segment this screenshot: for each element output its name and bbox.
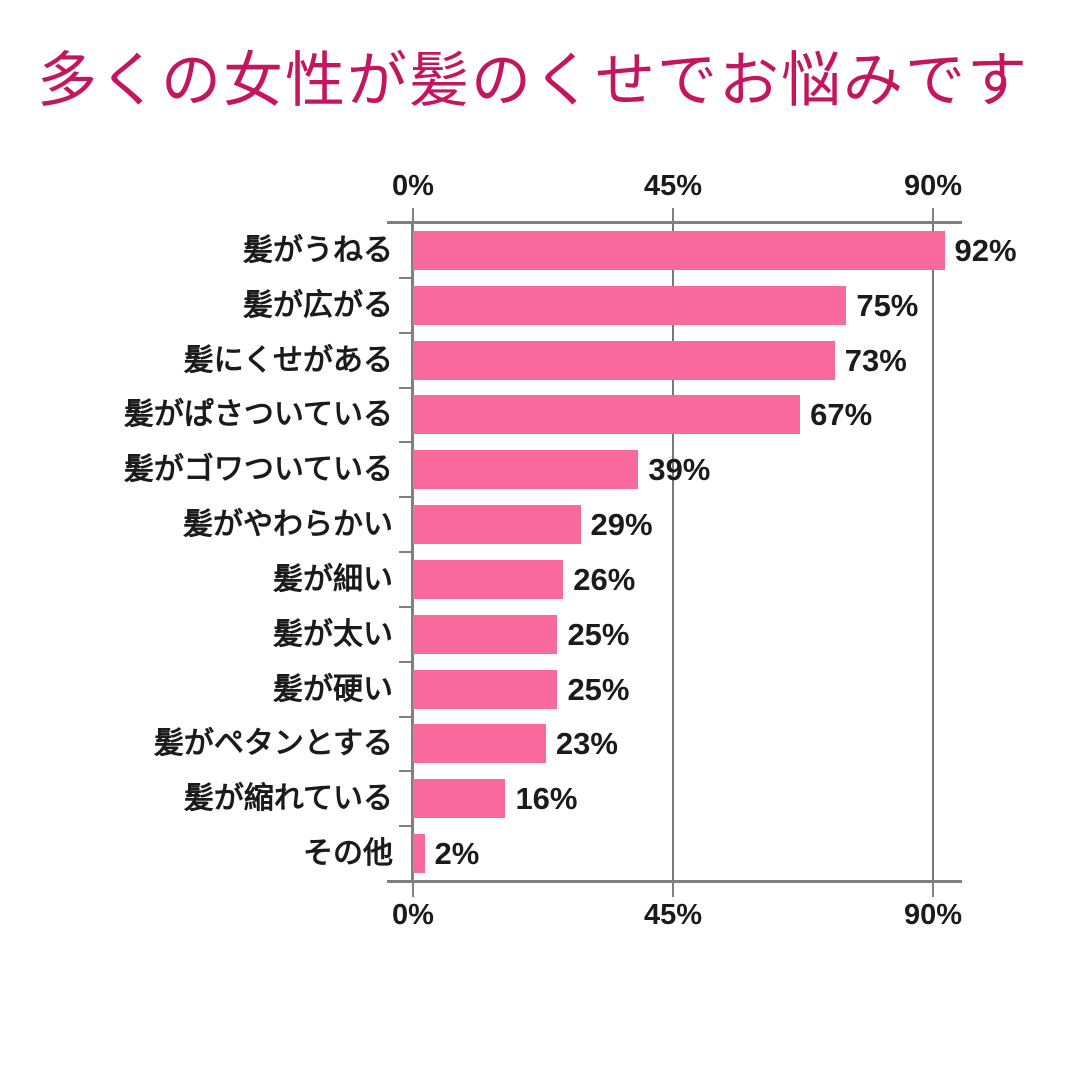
category-label: 髪が縮れている (183, 782, 393, 816)
bar (413, 559, 564, 599)
category-label: 髪がペタンとする (153, 727, 393, 761)
bar (413, 834, 425, 874)
y-axis-line (411, 223, 414, 881)
x-axis-line-bottom (387, 880, 962, 883)
x-axis-tick-label-top: 0% (392, 170, 434, 202)
bar (413, 614, 558, 654)
x-axis-tick-top (412, 208, 414, 223)
value-label: 16% (515, 781, 578, 817)
x-axis-tick-label-bottom: 0% (392, 899, 434, 931)
y-axis-row-tick (399, 660, 412, 663)
bar (413, 230, 945, 270)
value-label: 75% (856, 287, 919, 323)
bar (413, 395, 801, 435)
value-label: 73% (844, 342, 907, 378)
x-axis-tick-label-bottom: 90% (903, 899, 963, 931)
value-label: 92% (954, 232, 1017, 268)
y-axis-row-tick (399, 331, 412, 334)
category-label: 髪がぱさついている (123, 398, 393, 432)
x-axis-tick-bottom (932, 882, 934, 897)
value-label: 26% (573, 561, 636, 597)
x-axis-tick-top (932, 208, 934, 223)
y-axis-row-tick (399, 386, 412, 389)
category-label: 髪がゴワついている (123, 453, 393, 487)
page-title: 多くの女性が髪のくせでお悩みです (37, 47, 1029, 114)
x-axis-tick-label-top: 45% (643, 170, 703, 202)
y-axis-row-tick (399, 276, 412, 279)
y-axis-row-tick (399, 441, 412, 444)
value-label: 25% (567, 671, 630, 707)
grid-line (672, 223, 674, 881)
bar (413, 450, 639, 490)
category-label: 髪が細い (273, 562, 393, 596)
category-label: 髪が太い (273, 617, 393, 651)
category-label: 髪が広がる (243, 288, 393, 322)
category-label: その他 (303, 837, 393, 871)
y-axis-row-tick (399, 551, 412, 553)
category-label: 髪がやわらかい (183, 508, 393, 542)
category-label: 髪がうねる (243, 233, 393, 267)
x-axis-tick-top (672, 208, 674, 223)
bar (413, 340, 835, 380)
bar (413, 285, 847, 325)
value-label: 67% (810, 397, 873, 433)
bar (413, 505, 581, 545)
x-axis-tick-bottom (412, 882, 414, 897)
category-label: 髪が硬い (273, 672, 393, 706)
x-axis-tick-bottom (672, 882, 674, 897)
value-label: 39% (648, 452, 711, 488)
x-axis-tick-label-bottom: 45% (643, 899, 703, 931)
y-axis-row-tick (399, 825, 412, 828)
value-label: 25% (567, 616, 630, 652)
y-axis-row-tick (399, 715, 412, 718)
x-axis-tick-label-top: 90% (903, 170, 963, 202)
value-label: 2% (434, 836, 480, 872)
y-axis-row-tick (399, 496, 412, 499)
x-axis-line-top (387, 221, 962, 224)
category-label: 髪にくせがある (183, 343, 393, 377)
value-label: 23% (555, 726, 618, 762)
bar (413, 669, 558, 709)
y-axis-row-tick (399, 770, 412, 773)
value-label: 29% (590, 507, 653, 543)
grid-line (932, 223, 934, 881)
bar (413, 724, 546, 764)
y-axis-row-tick (399, 605, 412, 608)
bar (413, 779, 506, 819)
